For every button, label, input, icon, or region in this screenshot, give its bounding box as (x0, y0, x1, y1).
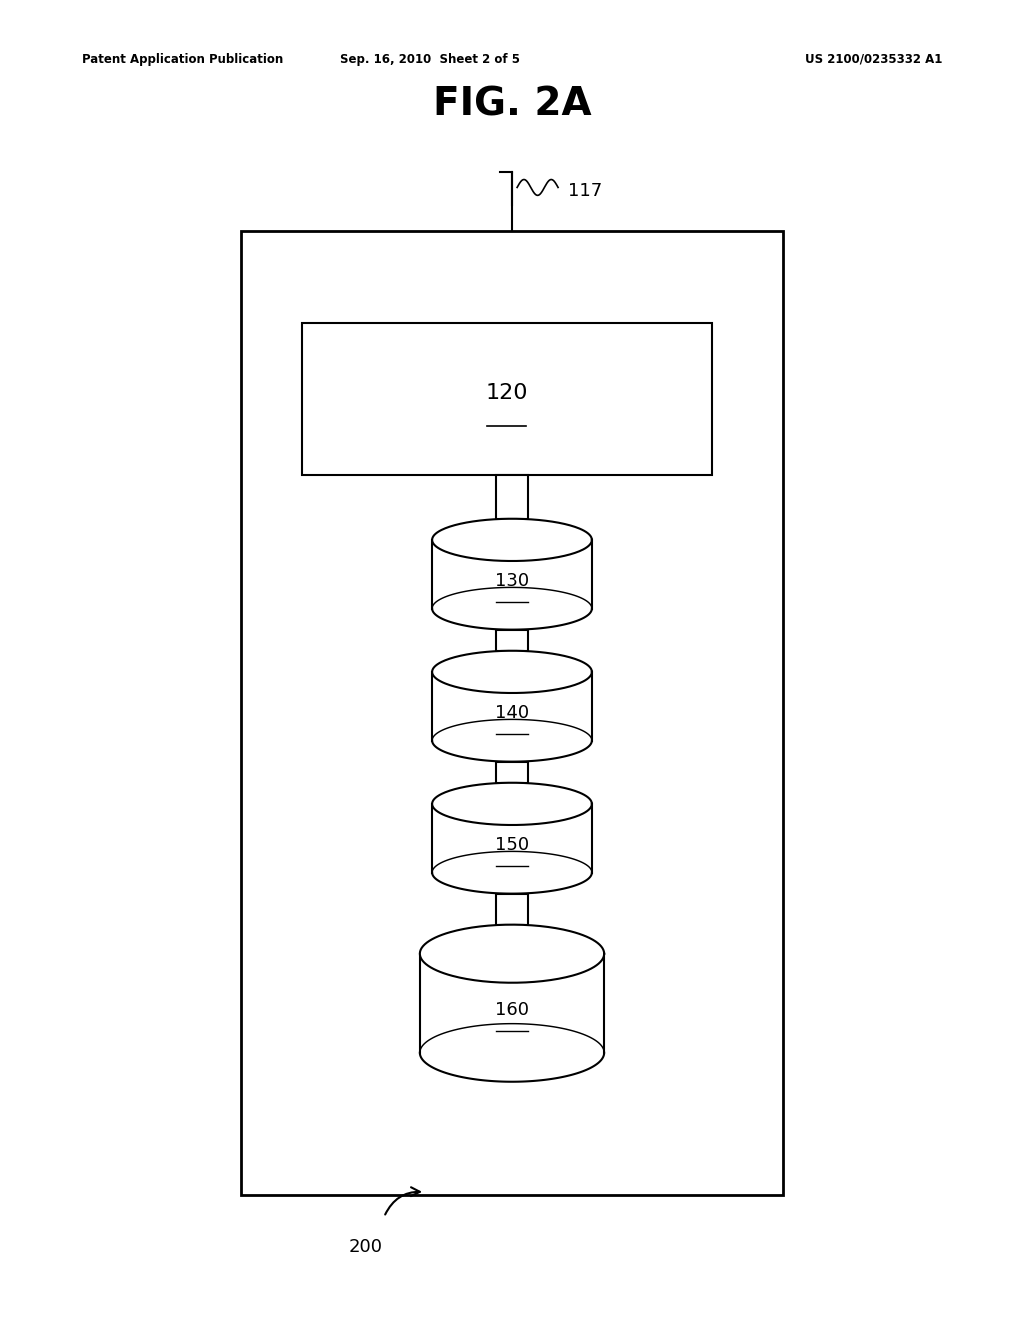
Ellipse shape (432, 783, 592, 825)
Ellipse shape (420, 924, 604, 982)
Bar (432, 804, 592, 873)
Text: 120: 120 (485, 383, 528, 403)
Bar (496, 475, 528, 519)
Text: Sep. 16, 2010  Sheet 2 of 5: Sep. 16, 2010 Sheet 2 of 5 (340, 53, 520, 66)
Ellipse shape (432, 519, 592, 561)
Bar (496, 630, 528, 651)
Text: Patent Application Publication: Patent Application Publication (82, 53, 284, 66)
Bar (496, 894, 528, 924)
Bar (496, 762, 528, 783)
Text: FIG. 2A: FIG. 2A (433, 86, 591, 124)
Bar (432, 540, 592, 609)
Text: 140: 140 (495, 704, 529, 722)
Text: 160: 160 (495, 1001, 529, 1019)
Bar (420, 953, 604, 1053)
Text: 117: 117 (568, 182, 602, 201)
Text: US 2100/0235332 A1: US 2100/0235332 A1 (805, 53, 942, 66)
Ellipse shape (432, 651, 592, 693)
Bar (241, 231, 783, 1195)
Text: 200: 200 (348, 1238, 382, 1257)
Text: 130: 130 (495, 572, 529, 590)
Bar (432, 672, 592, 741)
Text: 150: 150 (495, 836, 529, 854)
Bar (302, 323, 712, 475)
